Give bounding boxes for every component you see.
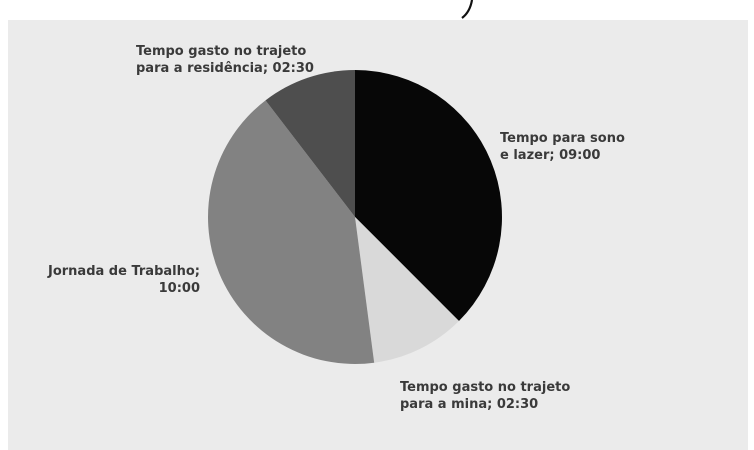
pie-slice-workday bbox=[208, 100, 375, 364]
pie-slice-commute-home bbox=[265, 70, 355, 217]
slice-label-commute-to-mine: Tempo gasto no trajeto para a mina; 02:3… bbox=[400, 380, 571, 412]
pie-chart bbox=[208, 70, 502, 364]
pie-slice-commute-to-mine bbox=[355, 217, 459, 363]
cropped-glyph bbox=[450, 0, 490, 20]
slice-label-workday: Jornada de Trabalho; 10:00 bbox=[47, 264, 200, 296]
slice-label-commute-home: Tempo gasto no trajeto para a residência… bbox=[136, 44, 314, 76]
slice-label-sleep-leisure: Tempo para sono e lazer; 09:00 bbox=[500, 131, 625, 163]
pie-slice-sleep-leisure bbox=[355, 70, 502, 321]
chart-area: Tempo para sono e lazer; 09:00 Tempo gas… bbox=[8, 20, 748, 450]
